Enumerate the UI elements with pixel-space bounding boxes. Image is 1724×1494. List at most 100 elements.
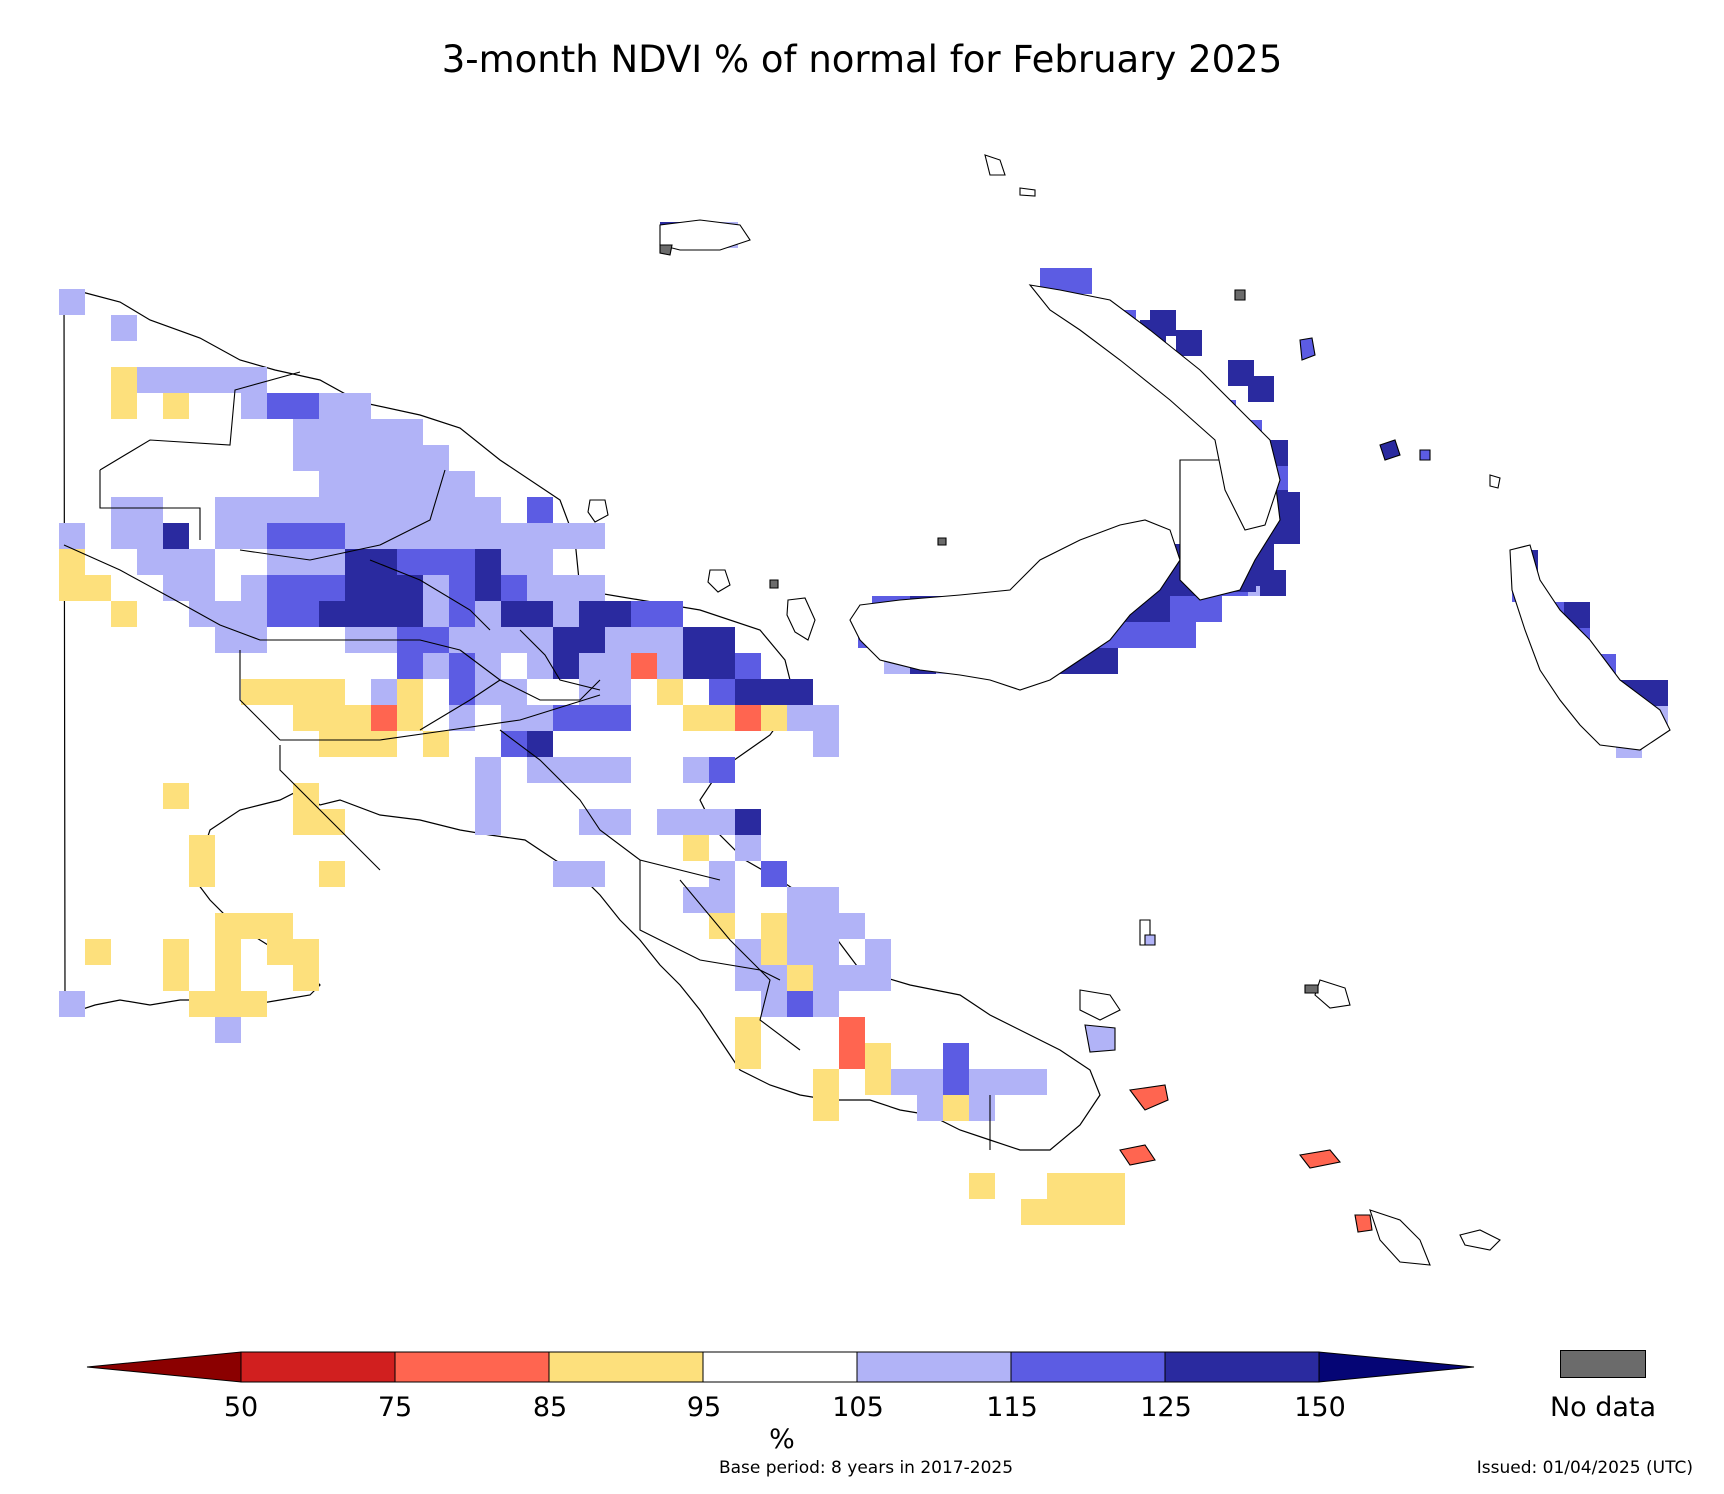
ndvi-cell <box>865 1069 891 1095</box>
ndvi-cell <box>761 861 787 887</box>
colorbar-segment <box>1164 1351 1320 1383</box>
ndvi-cell <box>319 419 345 445</box>
ndvi-cell <box>267 393 293 419</box>
feni <box>1419 449 1431 461</box>
colorbar-segment <box>702 1351 858 1383</box>
ndvi-cell <box>657 627 683 653</box>
ndvi-cell <box>423 445 449 471</box>
ndvi-cell <box>813 887 839 913</box>
ndvi-cell <box>397 523 423 549</box>
tabar <box>1299 337 1316 361</box>
base-period-note: Base period: 8 years in 2017-2025 <box>718 1458 1014 1478</box>
ndvi-cell <box>371 523 397 549</box>
ndvi-cell <box>111 523 137 549</box>
ndvi-cell <box>1066 268 1092 294</box>
ndvi-cell <box>553 705 579 731</box>
ndvi-cell <box>215 939 241 965</box>
ndvi-cell <box>501 523 527 549</box>
ndvi-cell <box>527 653 553 679</box>
ndvi-cell <box>137 367 163 393</box>
ndvi-cell <box>371 679 397 705</box>
ndvi-cell <box>1021 1199 1047 1225</box>
ndvi-cell <box>397 549 423 575</box>
misima <box>1299 1149 1342 1169</box>
ndvi-cell <box>527 731 553 757</box>
ndvi-cell <box>761 913 787 939</box>
ndvi-cell <box>527 497 553 523</box>
ndvi-cell <box>527 627 553 653</box>
ndvi-cell <box>397 653 423 679</box>
ndvi-cell <box>267 575 293 601</box>
ndvi-cell <box>423 601 449 627</box>
ndvi-cell <box>709 861 735 887</box>
ndvi-cell <box>605 809 631 835</box>
ndvi-cell <box>293 393 319 419</box>
ndvi-cell <box>241 601 267 627</box>
ndvi-cell <box>735 1043 761 1069</box>
ndvi-cell <box>319 679 345 705</box>
ndvi-cell <box>709 705 735 731</box>
ndvi-cell <box>423 653 449 679</box>
ndvi-cell <box>449 627 475 653</box>
ndvi-cell <box>85 939 111 965</box>
ndvi-cell <box>293 523 319 549</box>
ndvi-cell <box>553 627 579 653</box>
ndvi-cell <box>1092 648 1118 674</box>
ndvi-cell <box>59 575 85 601</box>
ndvi-cell <box>943 1095 969 1121</box>
ndvi-cell <box>241 523 267 549</box>
tick-label: 95 <box>686 1392 722 1423</box>
nodata-islet-5 <box>1304 984 1319 994</box>
ndvi-cell <box>579 575 605 601</box>
ndvi-cell <box>813 913 839 939</box>
ndvi-cell <box>475 497 501 523</box>
tick-label: 85 <box>532 1392 568 1423</box>
new-britain <box>849 519 1181 691</box>
nodata-label: No data <box>1549 1392 1657 1423</box>
ndvi-cell <box>995 1069 1021 1095</box>
nodata-swatch <box>1560 1350 1646 1378</box>
ndvi-cell <box>475 575 501 601</box>
ndvi-cell <box>319 471 345 497</box>
ndvi-cell <box>683 705 709 731</box>
ndvi-cell <box>839 1043 865 1069</box>
ndvi-cell <box>423 471 449 497</box>
ndvi-cell <box>787 965 813 991</box>
ndvi-cell <box>293 679 319 705</box>
ndvi-cell <box>215 913 241 939</box>
ndvi-cell <box>215 991 241 1017</box>
ndvi-cell <box>735 809 761 835</box>
ndvi-cell <box>319 705 345 731</box>
ndvi-cell <box>1170 596 1196 622</box>
ndvi-cell <box>137 549 163 575</box>
map-title: 3-month NDVI % of normal for February 20… <box>441 38 1283 81</box>
ndvi-cell <box>709 627 735 653</box>
ndvi-cell <box>813 705 839 731</box>
ndvi-cell <box>1170 622 1196 648</box>
ndvi-cell <box>501 575 527 601</box>
ndvi-cell <box>501 627 527 653</box>
ndvi-cell <box>345 523 371 549</box>
ndvi-cell <box>657 653 683 679</box>
ndvi-cell <box>345 497 371 523</box>
islands <box>587 154 1671 1266</box>
normanby-islands <box>1079 989 1121 1021</box>
nodata-islet-1 <box>1234 289 1246 301</box>
ndvi-cell <box>943 1069 969 1095</box>
ndvi-cell <box>111 497 137 523</box>
ndvi-cell <box>371 705 397 731</box>
ndvi-cell <box>761 679 787 705</box>
ndvi-cell <box>579 627 605 653</box>
ndvi-cell <box>345 705 371 731</box>
ndvi-cell <box>579 653 605 679</box>
nodata-islet-4 <box>659 244 673 256</box>
ndvi-cell <box>215 601 241 627</box>
ndvi-cell <box>813 939 839 965</box>
ndvi-cell <box>969 1095 995 1121</box>
tick-label: 75 <box>377 1392 413 1423</box>
ndvi-cell <box>345 549 371 575</box>
ndvi-cell <box>163 965 189 991</box>
ndvi-cell <box>449 549 475 575</box>
ndvi-cell <box>605 757 631 783</box>
ndvi-cell <box>605 653 631 679</box>
